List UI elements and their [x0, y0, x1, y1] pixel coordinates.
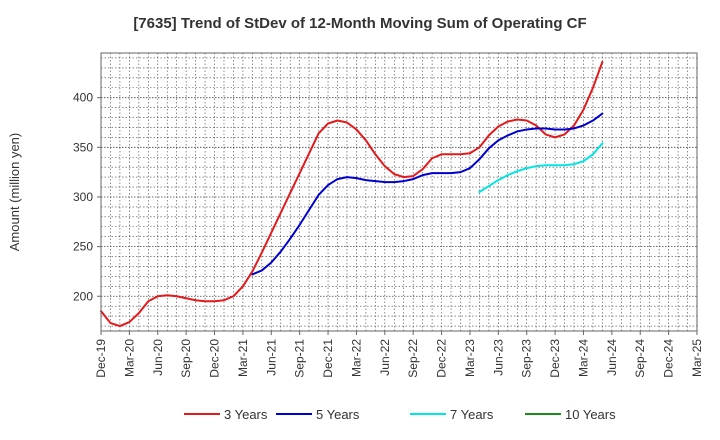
x-tick-label: Mar-20	[122, 339, 136, 377]
y-tick-label: 200	[73, 289, 93, 303]
series-line-3-years	[100, 60, 604, 328]
y-tick-label: 250	[73, 240, 93, 254]
series-lines	[100, 60, 604, 328]
series-line-7-years	[478, 142, 604, 193]
plot-border	[100, 52, 698, 332]
y-tick-label: 350	[73, 140, 93, 154]
x-tick-label: Dec-23	[548, 339, 562, 378]
x-tick-label: Jun-22	[378, 339, 392, 376]
x-tick-label: Dec-22	[435, 339, 449, 378]
x-tick-label: Sep-24	[633, 339, 647, 378]
y-tick-label: 300	[73, 190, 93, 204]
x-tick-label: Sep-23	[520, 339, 534, 378]
chart-title: [7635] Trend of StDev of 12-Month Moving…	[133, 15, 586, 32]
x-tick-label: Dec-20	[208, 339, 222, 378]
y-tick-label: 400	[73, 91, 93, 105]
y-axis-ticks: 200 250 300 350 400	[73, 91, 101, 303]
x-tick-label: Sep-21	[293, 339, 307, 378]
x-axis-ticks: Dec-19 Mar-20 Jun-20 Sep-20 Dec-20 Mar-21 Jun-…	[94, 331, 704, 378]
x-tick-label: Dec-21	[321, 339, 335, 378]
x-tick-label: Mar-21	[236, 339, 250, 377]
x-tick-label: Mar-22	[349, 339, 363, 377]
series-line-5-years	[251, 112, 604, 276]
x-tick-label: Jun-24	[605, 339, 619, 376]
legend-label: 5 Years	[316, 407, 360, 422]
grid-lines	[101, 53, 697, 331]
x-tick-label: Sep-22	[406, 339, 420, 378]
x-tick-label: Jun-23	[491, 339, 505, 376]
x-tick-label: Dec-24	[662, 339, 676, 378]
legend-label: 3 Years	[224, 407, 268, 422]
x-tick-label: Mar-23	[463, 339, 477, 377]
x-tick-label: Dec-19	[94, 339, 108, 378]
legend-label: 7 Years	[450, 407, 494, 422]
x-tick-label: Sep-20	[179, 339, 193, 378]
legend-label: 10 Years	[565, 407, 616, 422]
plot-area	[101, 53, 697, 331]
x-tick-label: Mar-24	[576, 339, 590, 377]
x-tick-label: Jun-21	[264, 339, 278, 376]
x-tick-label: Mar-25	[690, 339, 704, 377]
x-tick-label: Jun-20	[151, 339, 165, 376]
legend: 3 Years 5 Years 7 Years 10 Years	[184, 407, 616, 422]
y-axis-label: Amount (million yen)	[7, 133, 22, 252]
